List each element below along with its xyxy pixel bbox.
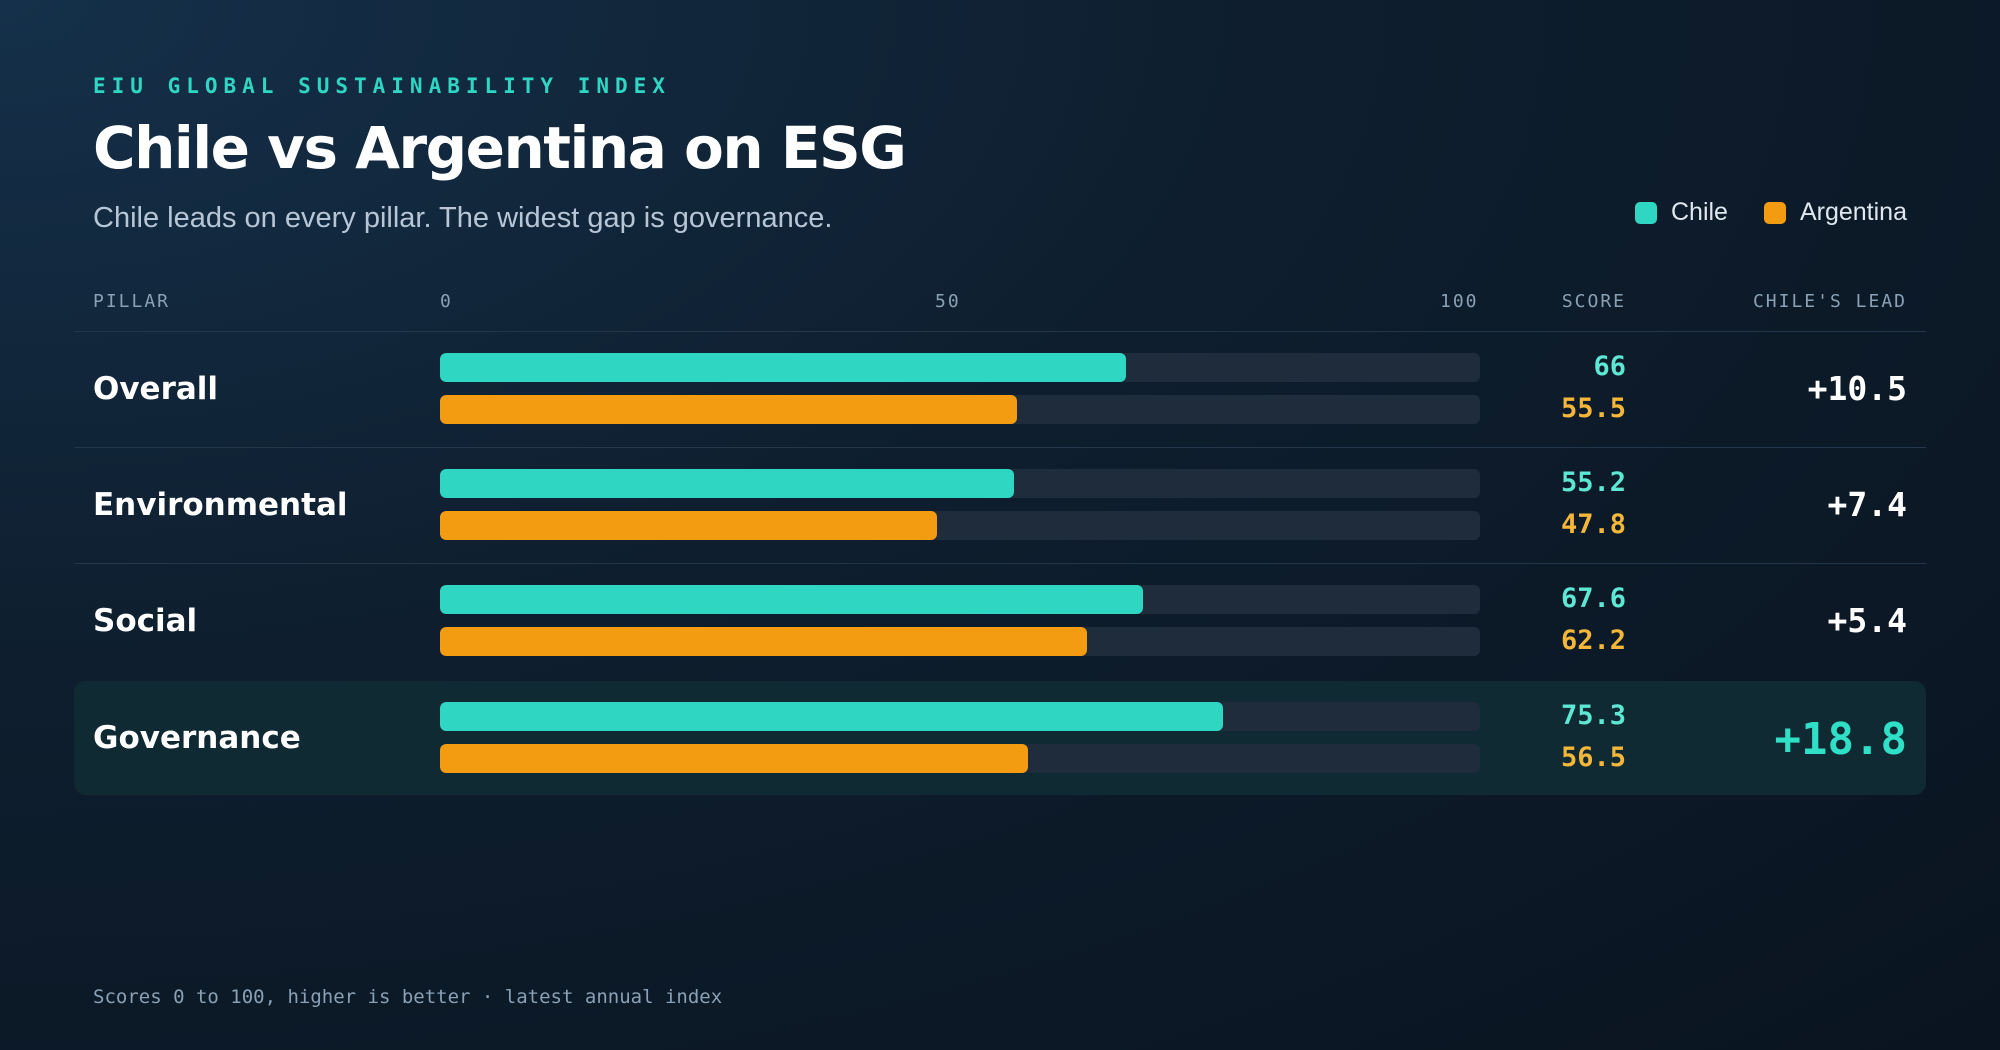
footnote: Scores 0 to 100, higher is better · late… [93,986,723,1008]
pillar-label-environmental: Environmental [93,487,348,523]
score-argentina-overall: 55.5 [1560,393,1626,424]
column-header-score: SCORE [1561,291,1626,312]
bar-argentina-environmental [440,511,938,540]
pillar-label-overall: Overall [93,371,219,407]
bar-track-chile-overall [440,353,1480,382]
bar-argentina-governance [440,744,1028,773]
legend-label-argentina: Argentina [1799,198,1907,226]
pillar-label-social: Social [93,603,198,639]
score-argentina-environmental: 47.8 [1560,509,1626,540]
row-divider [74,331,1926,332]
score-chile-social: 67.6 [1560,583,1626,614]
pillar-label-governance: Governance [93,720,301,756]
bar-track-argentina-social [440,627,1480,656]
bar-argentina-social [440,627,1087,656]
score-chile-environmental: 55.2 [1560,467,1626,498]
bar-track-argentina-governance [440,744,1480,773]
axis-tick-100: 100 [1440,291,1479,312]
score-chile-overall: 66 [1593,351,1626,382]
bar-track-argentina-overall [440,395,1480,424]
bar-track-chile-governance [440,702,1480,731]
highlight-row-background [74,681,1926,795]
bar-chile-social [440,585,1144,614]
row-divider [74,447,1926,448]
bar-chile-overall [440,353,1127,382]
column-header-pillar: PILLAR [93,291,171,312]
legend-item-chile: Chile [1634,198,1728,227]
axis-tick-50: 50 [935,291,961,312]
chart-title: Chile vs Argentina on ESG [93,114,907,182]
bar-track-chile-social [440,585,1480,614]
legend-swatch-chile [1634,201,1657,224]
axis-tick-0: 0 [440,291,453,312]
bar-track-chile-environmental [440,469,1480,498]
bar-argentina-overall [440,395,1018,424]
lead-value-environmental: +7.4 [1827,485,1907,524]
score-chile-governance: 75.3 [1560,700,1626,731]
column-header-lead: CHILE'S LEAD [1752,291,1907,312]
score-argentina-governance: 56.5 [1560,742,1626,773]
bar-track-argentina-environmental [440,511,1480,540]
score-argentina-social: 62.2 [1560,625,1626,656]
lead-value-social: +5.4 [1827,601,1907,640]
row-divider [74,563,1926,564]
bar-chile-governance [440,702,1224,731]
legend-label-chile: Chile [1670,198,1728,226]
eyebrow-label: EIU GLOBAL SUSTAINABILITY INDEX [93,74,671,98]
legend-swatch-argentina [1763,201,1786,224]
lead-value-governance: +18.8 [1774,714,1907,765]
lead-value-overall: +10.5 [1807,369,1907,408]
bar-chile-environmental [440,469,1015,498]
legend-item-argentina: Argentina [1763,198,1907,227]
legend: Chile Argentina [1634,198,1907,227]
chart-subtitle: Chile leads on every pillar. The widest … [93,202,833,234]
